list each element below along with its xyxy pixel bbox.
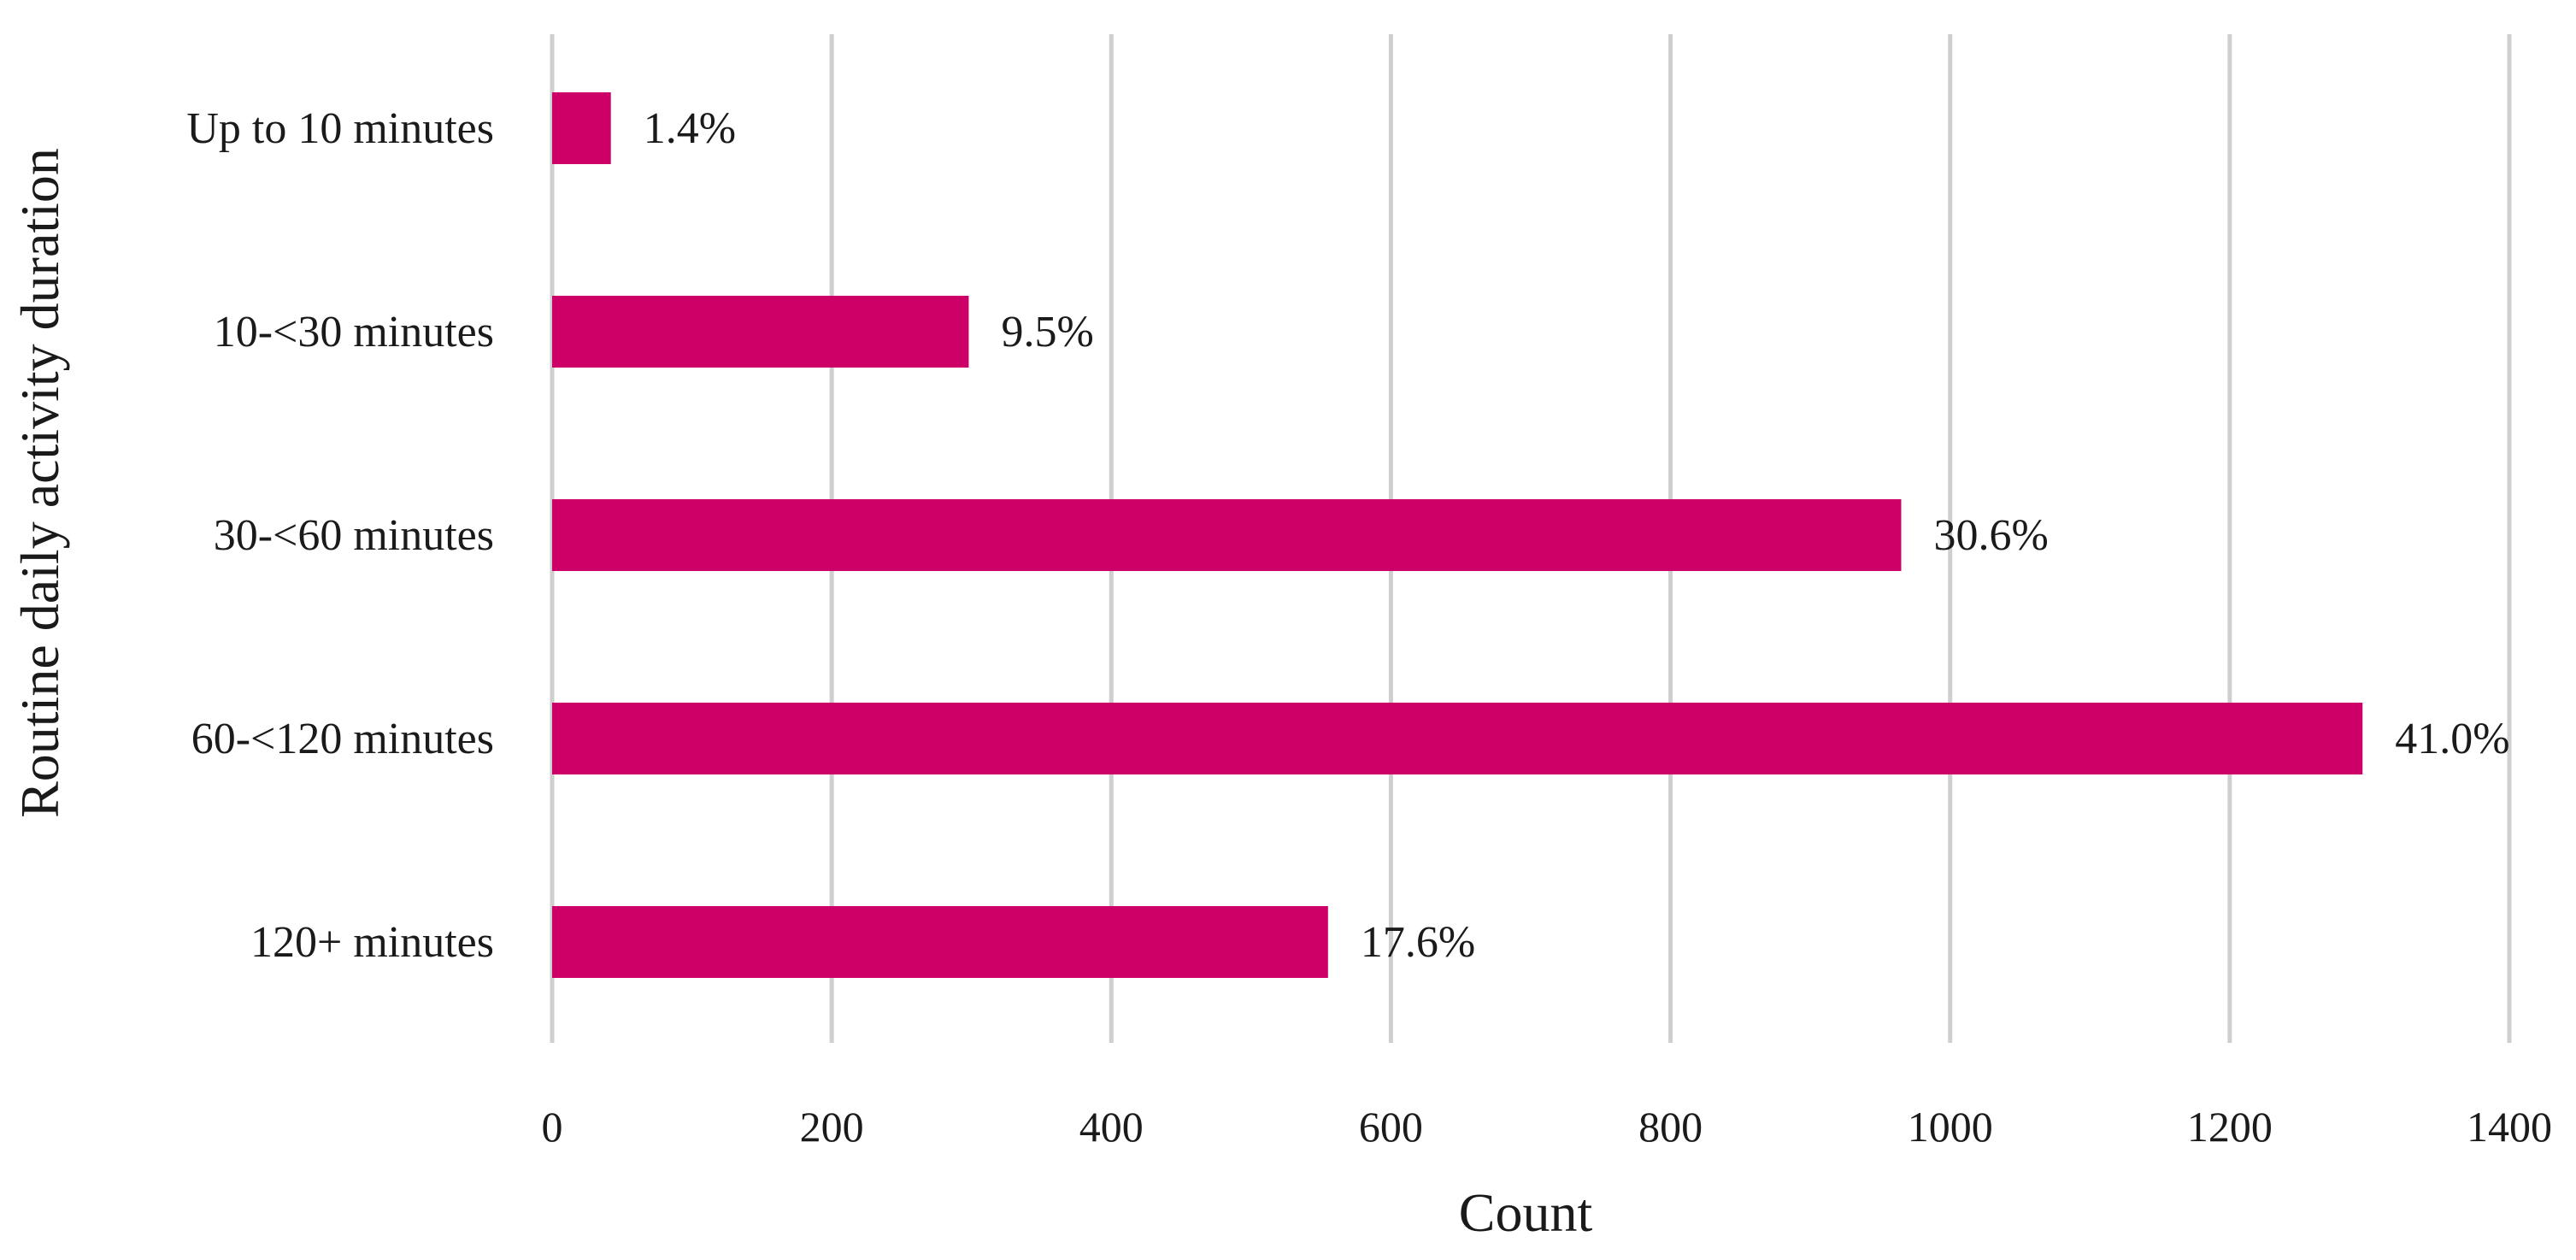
bars [552,92,2363,978]
y-axis-title: Routine daily activity duration [9,148,70,818]
x-tick-label: 200 [800,1103,864,1151]
bar [552,92,611,164]
category-label: 120+ minutes [250,918,494,967]
data-label: 41.0% [2395,715,2509,763]
x-tick-label: 600 [1359,1103,1423,1151]
bar [552,703,2363,774]
x-tick-label: 800 [1638,1103,1703,1151]
x-tick-label: 1000 [1908,1103,1993,1151]
x-axis-title: Count [1459,1182,1593,1243]
data-label: 17.6% [1361,918,1475,967]
bar [552,499,1902,571]
category-label: 30-<60 minutes [214,511,494,560]
data-label: 30.6% [1933,511,2048,560]
bar [552,296,969,368]
x-tick-label: 1400 [2467,1103,2552,1151]
x-tick-label: 400 [1079,1103,1144,1151]
x-tick-labels: 0 200 400 600 800 1000 1200 1400 [542,1103,2553,1151]
x-tick-label: 0 [542,1103,563,1151]
category-labels: Up to 10 minutes 10-<30 minutes 30-<60 min… [186,104,494,967]
x-tick-label: 1200 [2187,1103,2273,1151]
data-label: 9.5% [1001,308,1093,356]
data-label: 1.4% [644,104,736,153]
category-label: Up to 10 minutes [186,104,494,153]
data-labels: 1.4% 9.5% 30.6% 41.0% 17.6% [644,104,2510,967]
category-label: 10-<30 minutes [214,308,494,356]
bar [552,906,1328,978]
category-label: 60-<120 minutes [191,715,494,763]
